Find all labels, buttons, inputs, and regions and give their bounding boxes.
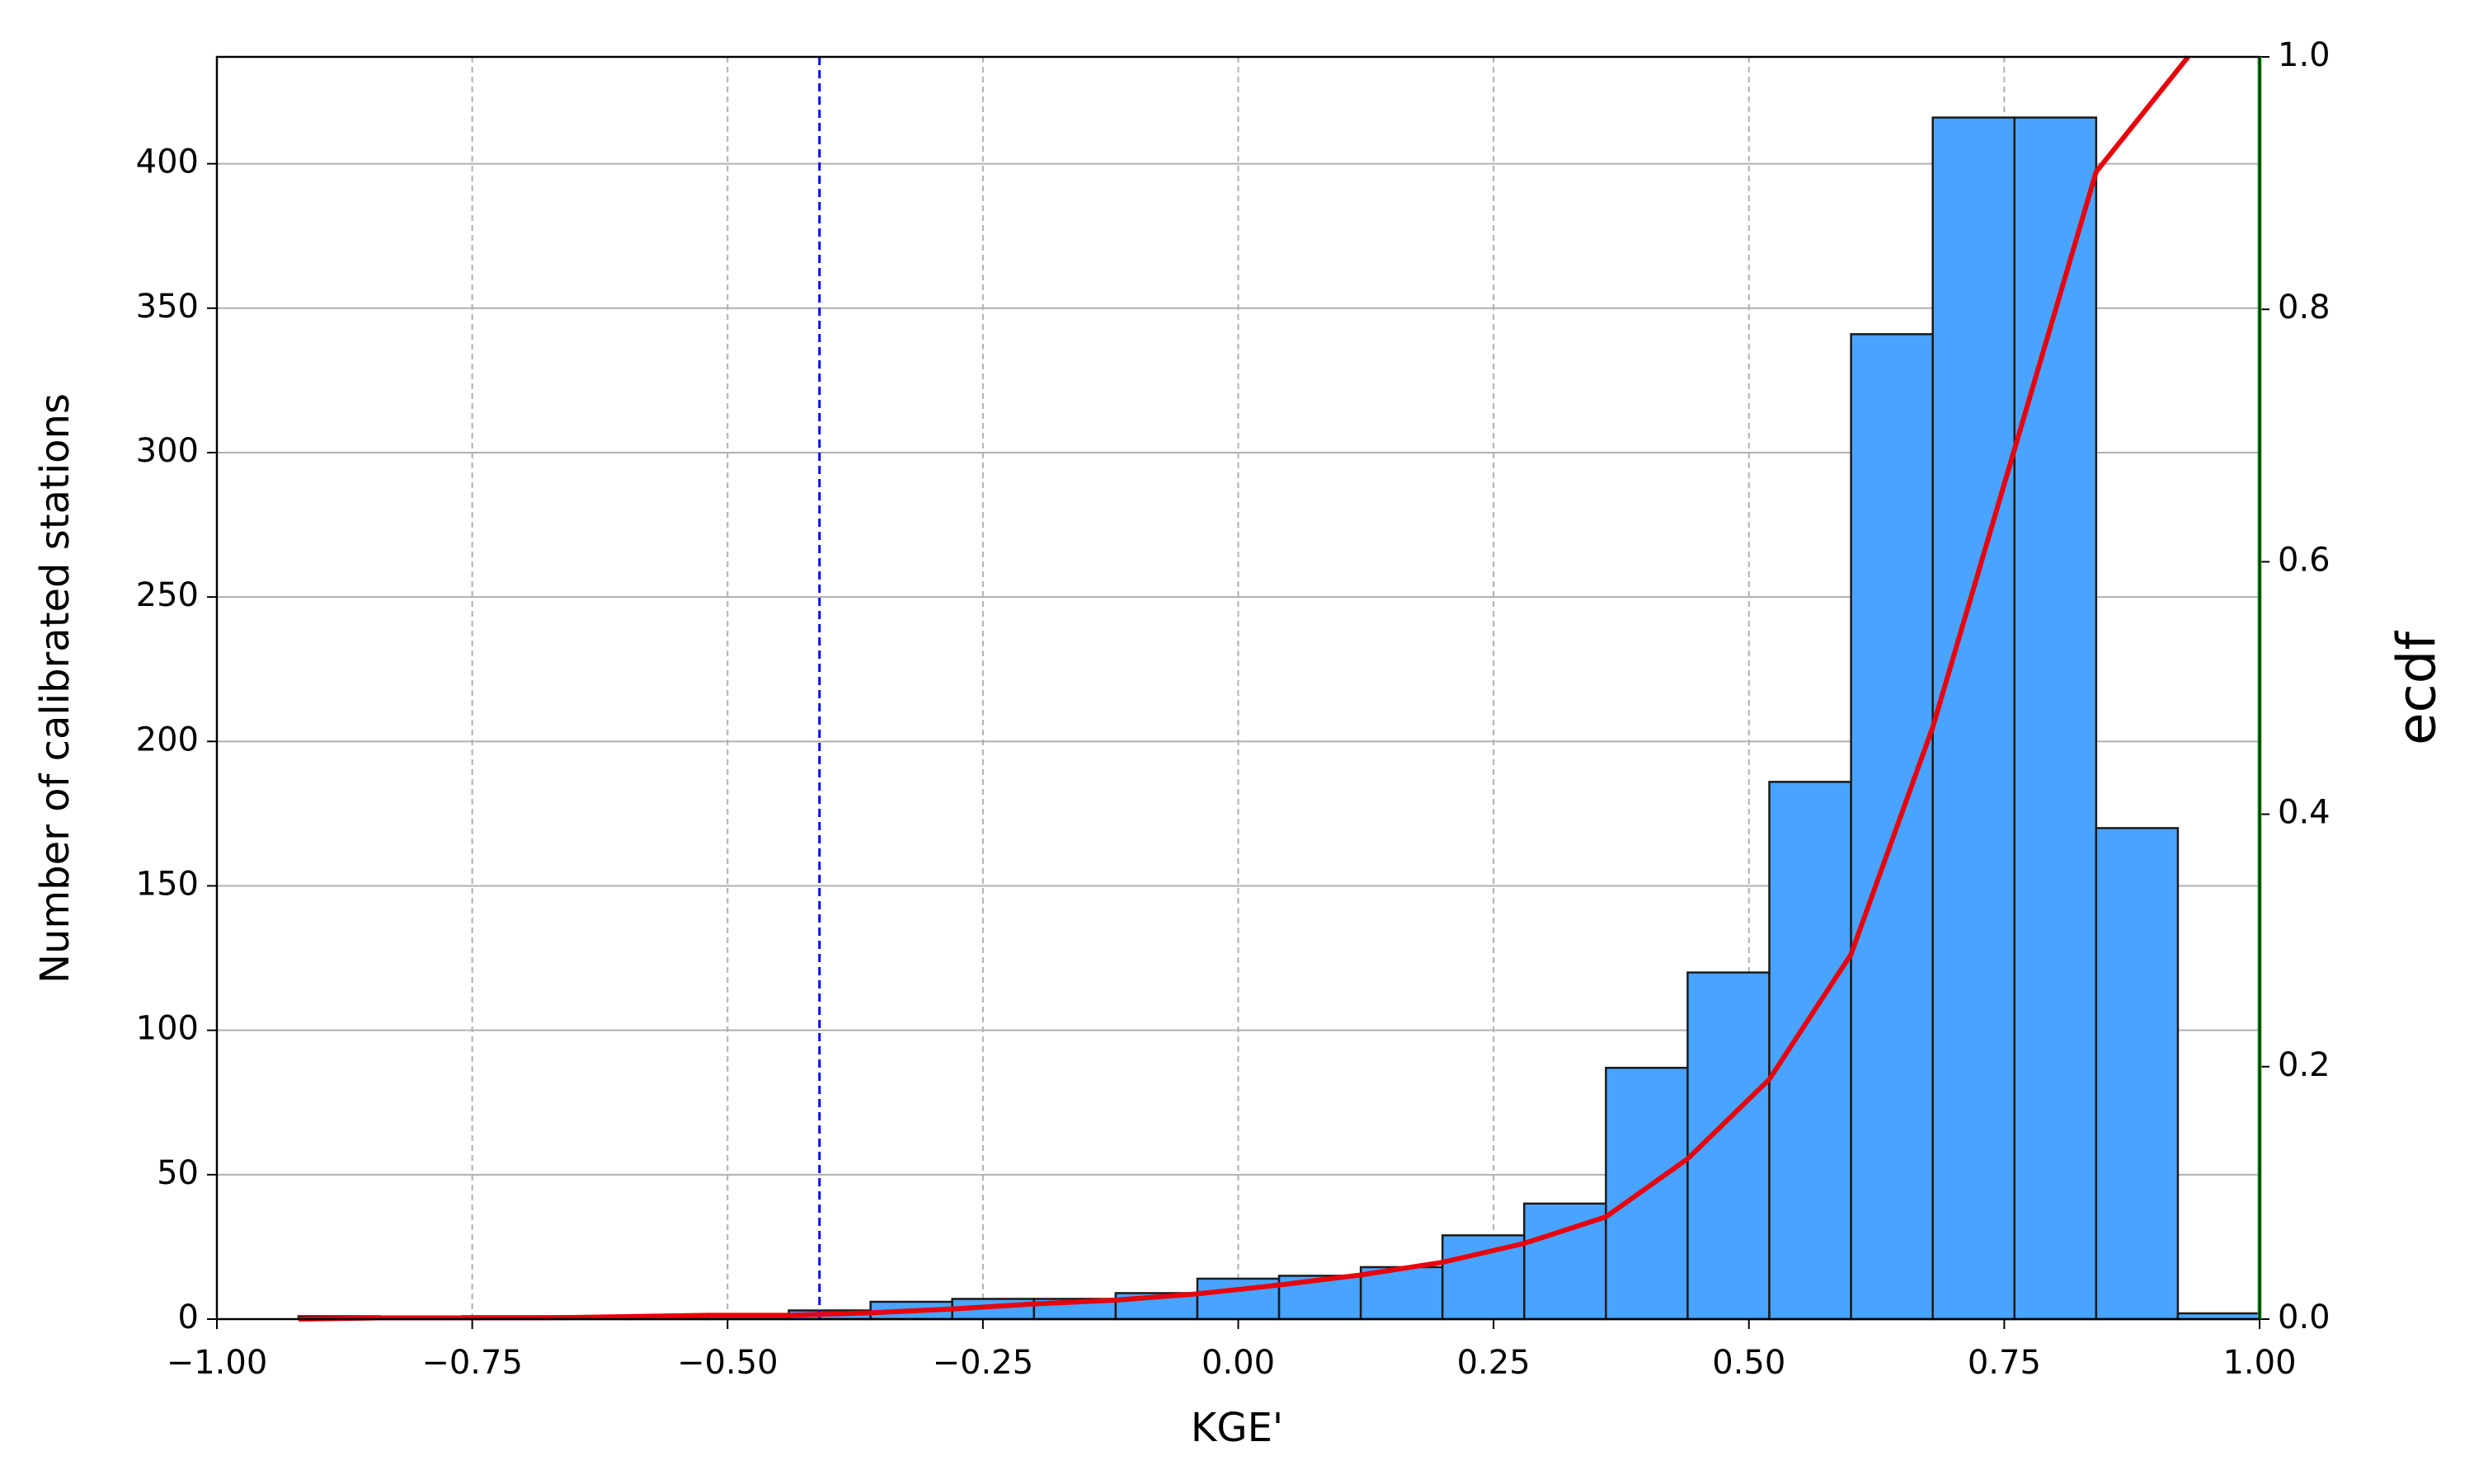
plot-frame bbox=[215, 55, 2261, 1321]
bar bbox=[1441, 1234, 1526, 1321]
y-tick-label: 300 bbox=[136, 432, 199, 470]
x-tick-label: 0.00 bbox=[1202, 1344, 1275, 1382]
y-axis-label: Number of calibrated stations bbox=[32, 393, 78, 984]
y-tick-label: 400 bbox=[136, 143, 199, 181]
y2-tick-label: 1.0 bbox=[2278, 36, 2331, 74]
x-tick-label: −0.25 bbox=[933, 1344, 1034, 1382]
x-tick-label: 1.00 bbox=[2222, 1344, 2296, 1382]
y-tick-label: 100 bbox=[136, 1010, 199, 1048]
bar bbox=[2095, 827, 2180, 1321]
ecdf-line bbox=[299, 55, 2190, 1322]
x-axis-label: KGE' bbox=[1191, 1405, 1283, 1451]
bar bbox=[1931, 116, 2016, 1321]
x-tick-label: 0.75 bbox=[1968, 1344, 2041, 1382]
y-tick-label: 50 bbox=[157, 1154, 199, 1192]
bar bbox=[1768, 781, 1852, 1321]
x-tick-label: 0.50 bbox=[1712, 1344, 1785, 1382]
y-tick-label: 200 bbox=[136, 721, 199, 758]
y2-tick-label: 0.6 bbox=[2278, 541, 2331, 579]
y2-axis-label: ecdf bbox=[2387, 631, 2448, 745]
x-tick-label: 0.25 bbox=[1457, 1344, 1531, 1382]
x-tick-label: −0.75 bbox=[421, 1344, 523, 1382]
bar bbox=[1850, 333, 1934, 1321]
y-tick-label: 250 bbox=[136, 576, 199, 614]
bar bbox=[1605, 1066, 1689, 1321]
y-tick-label: 350 bbox=[136, 288, 199, 326]
y2-tick-label: 0.4 bbox=[2278, 794, 2331, 832]
y2-tick-label: 0.0 bbox=[2278, 1298, 2331, 1336]
y2-tick-label: 0.8 bbox=[2278, 289, 2331, 326]
bar bbox=[2013, 116, 2098, 1321]
y-tick-label: 0 bbox=[178, 1298, 199, 1336]
y-tick-label: 150 bbox=[136, 865, 199, 903]
x-tick-label: −1.00 bbox=[167, 1344, 268, 1382]
y2-tick-label: 0.2 bbox=[2278, 1046, 2331, 1084]
x-tick-label: −0.50 bbox=[677, 1344, 778, 1382]
